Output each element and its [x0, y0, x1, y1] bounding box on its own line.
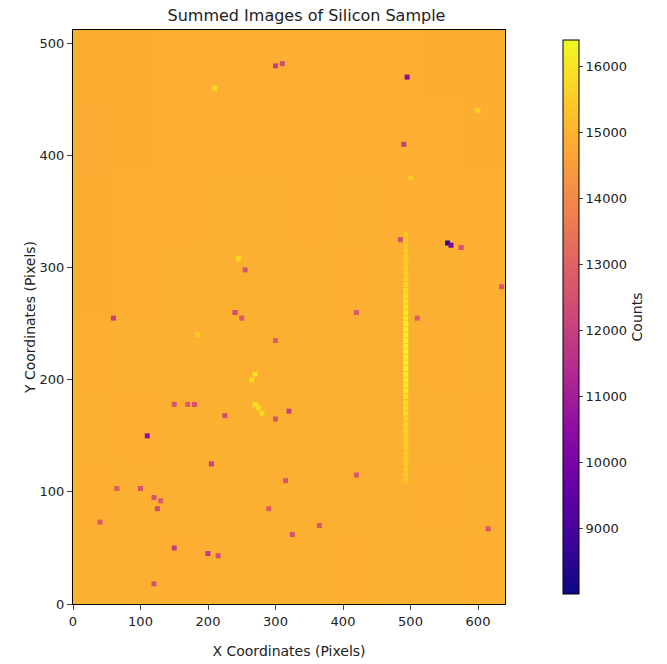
svg-text:14000: 14000: [586, 191, 627, 206]
svg-text:0: 0: [69, 614, 77, 629]
svg-text:500: 500: [40, 36, 65, 51]
svg-text:500: 500: [398, 614, 423, 629]
svg-text:100: 100: [128, 614, 153, 629]
svg-text:100: 100: [40, 484, 65, 499]
svg-text:11000: 11000: [586, 389, 627, 404]
svg-text:300: 300: [263, 614, 288, 629]
svg-text:400: 400: [40, 148, 65, 163]
svg-text:0: 0: [56, 597, 64, 612]
svg-text:9000: 9000: [586, 521, 619, 536]
svg-text:Summed Images of Silicon Sampl: Summed Images of Silicon Sample: [168, 6, 446, 25]
svg-text:600: 600: [466, 614, 491, 629]
svg-text:Y Coordinates (Pixels): Y Coordinates (Pixels): [22, 241, 38, 394]
svg-text:15000: 15000: [586, 125, 627, 140]
svg-text:300: 300: [40, 260, 65, 275]
svg-text:12000: 12000: [586, 323, 627, 338]
svg-text:13000: 13000: [586, 257, 627, 272]
svg-text:200: 200: [196, 614, 221, 629]
svg-text:400: 400: [331, 614, 356, 629]
svg-text:10000: 10000: [586, 455, 627, 470]
svg-text:16000: 16000: [586, 59, 627, 74]
svg-text:X Coordinates (Pixels): X Coordinates (Pixels): [212, 643, 365, 659]
svg-text:Counts: Counts: [629, 293, 645, 342]
svg-text:200: 200: [40, 372, 65, 387]
